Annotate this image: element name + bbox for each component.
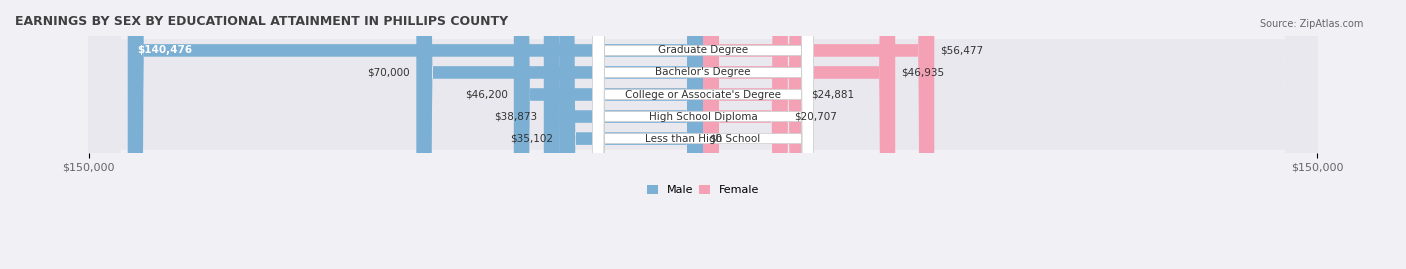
FancyBboxPatch shape (703, 0, 934, 269)
FancyBboxPatch shape (560, 0, 703, 269)
Text: Less than High School: Less than High School (645, 134, 761, 144)
FancyBboxPatch shape (89, 0, 1317, 269)
FancyBboxPatch shape (592, 0, 814, 269)
Text: $38,873: $38,873 (495, 112, 537, 122)
Text: $20,707: $20,707 (794, 112, 837, 122)
Text: College or Associate's Degree: College or Associate's Degree (626, 90, 780, 100)
FancyBboxPatch shape (592, 0, 814, 269)
FancyBboxPatch shape (703, 0, 804, 269)
Text: $35,102: $35,102 (510, 134, 553, 144)
FancyBboxPatch shape (89, 0, 1317, 269)
Text: $70,000: $70,000 (367, 68, 411, 77)
FancyBboxPatch shape (89, 0, 1317, 269)
FancyBboxPatch shape (513, 0, 703, 269)
FancyBboxPatch shape (703, 0, 896, 269)
FancyBboxPatch shape (544, 0, 703, 269)
Text: $24,881: $24,881 (811, 90, 855, 100)
Text: $46,200: $46,200 (465, 90, 508, 100)
FancyBboxPatch shape (89, 0, 1317, 269)
FancyBboxPatch shape (592, 0, 814, 269)
FancyBboxPatch shape (89, 0, 1317, 269)
Text: Bachelor's Degree: Bachelor's Degree (655, 68, 751, 77)
Legend: Male, Female: Male, Female (643, 181, 763, 200)
FancyBboxPatch shape (592, 0, 814, 269)
Text: $56,477: $56,477 (941, 45, 984, 55)
Text: EARNINGS BY SEX BY EDUCATIONAL ATTAINMENT IN PHILLIPS COUNTY: EARNINGS BY SEX BY EDUCATIONAL ATTAINMEN… (15, 15, 508, 28)
FancyBboxPatch shape (416, 0, 703, 269)
FancyBboxPatch shape (703, 0, 787, 269)
Text: High School Diploma: High School Diploma (648, 112, 758, 122)
Text: Graduate Degree: Graduate Degree (658, 45, 748, 55)
FancyBboxPatch shape (128, 0, 703, 269)
Text: $0: $0 (709, 134, 723, 144)
Text: $140,476: $140,476 (136, 45, 193, 55)
Text: Source: ZipAtlas.com: Source: ZipAtlas.com (1260, 19, 1364, 29)
Text: $46,935: $46,935 (901, 68, 945, 77)
FancyBboxPatch shape (592, 0, 814, 269)
